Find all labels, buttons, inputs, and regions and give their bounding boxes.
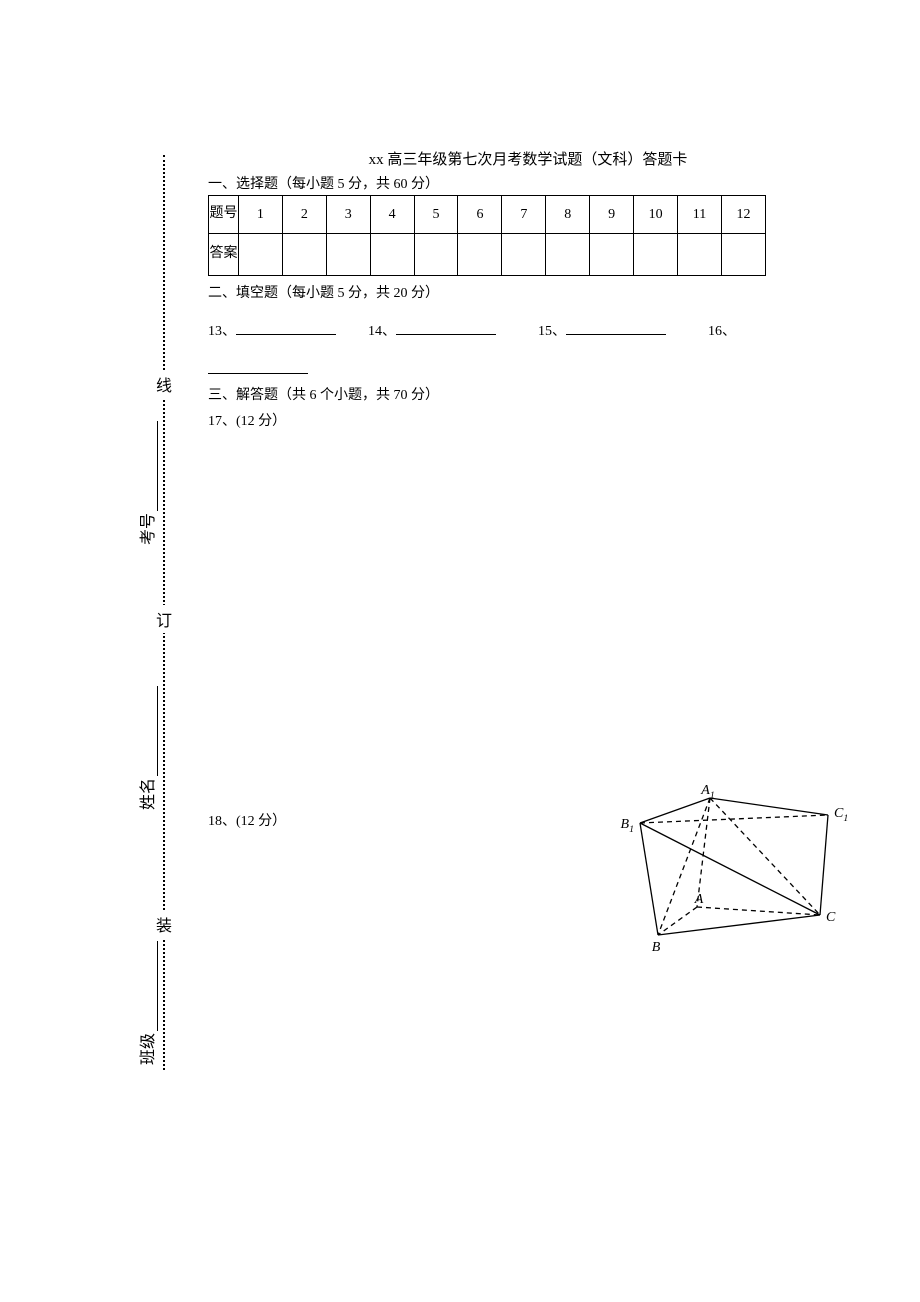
binding-char-ding: 订 <box>156 605 172 633</box>
ans-10[interactable] <box>634 234 678 276</box>
col-3: 3 <box>326 196 370 234</box>
fill-16: 16、 <box>708 320 736 340</box>
table-answer-row: 答案 <box>209 234 766 276</box>
examno-label: 考号 <box>140 513 157 545</box>
examno-blank <box>157 421 158 511</box>
fill-15-blank[interactable] <box>566 321 666 335</box>
page-content: xx 高三年级第七次月考数学试题（文科）答题卡 一、选择题（每小题 5 分，共 … <box>208 148 848 830</box>
examno-field: 考号 <box>134 421 158 545</box>
problem-17-label: 17、(12 分） <box>208 410 848 430</box>
ans-5[interactable] <box>414 234 458 276</box>
fill-16-label: 16、 <box>708 324 736 339</box>
ans-7[interactable] <box>502 234 546 276</box>
prism-svg: A1B1C1ABC <box>620 785 850 955</box>
ans-8[interactable] <box>546 234 590 276</box>
svg-text:C1: C1 <box>834 806 848 824</box>
class-field: 班级 <box>134 941 158 1065</box>
svg-text:B: B <box>652 940 661 955</box>
col-7: 7 <box>502 196 546 234</box>
fill-in-row: 13、 14、 15、 16、 <box>208 320 848 340</box>
fill-14: 14、 <box>368 320 538 340</box>
fill-15-label: 15、 <box>538 324 566 339</box>
ans-2[interactable] <box>282 234 326 276</box>
ans-6[interactable] <box>458 234 502 276</box>
ans-11[interactable] <box>678 234 722 276</box>
col-9: 9 <box>590 196 634 234</box>
name-blank <box>157 686 158 776</box>
row-a-label: 答案 <box>209 234 239 276</box>
fill-14-label: 14、 <box>368 324 396 339</box>
name-label: 姓名 <box>140 778 157 810</box>
binding-char-xian: 线 <box>156 370 172 398</box>
fill-14-blank[interactable] <box>396 321 496 335</box>
section-1-heading: 一、选择题（每小题 5 分，共 60 分） <box>208 173 848 193</box>
name-field: 姓名 <box>134 686 158 810</box>
col-1: 1 <box>238 196 282 234</box>
class-blank <box>157 941 158 1031</box>
binding-column: 班级 姓名 考号 装 订 线 <box>80 155 165 1070</box>
col-4: 4 <box>370 196 414 234</box>
prism-figure: A1B1C1ABC <box>620 785 850 955</box>
ans-1[interactable] <box>238 234 282 276</box>
ans-9[interactable] <box>590 234 634 276</box>
binding-char-zhuang: 装 <box>156 910 172 938</box>
fill-13: 13、 <box>208 320 368 340</box>
ans-3[interactable] <box>326 234 370 276</box>
col-12: 12 <box>721 196 765 234</box>
col-11: 11 <box>678 196 722 234</box>
svg-text:A: A <box>694 892 704 907</box>
fill-13-label: 13、 <box>208 324 236 339</box>
section-2-heading: 二、填空题（每小题 5 分，共 20 分） <box>208 282 848 302</box>
ans-12[interactable] <box>721 234 765 276</box>
answer-table: 题号 1 2 3 4 5 6 7 8 9 10 11 12 答案 <box>208 195 766 276</box>
svg-text:B1: B1 <box>621 817 634 835</box>
fill-15: 15、 <box>538 320 708 340</box>
svg-text:C: C <box>826 910 836 925</box>
col-8: 8 <box>546 196 590 234</box>
col-2: 2 <box>282 196 326 234</box>
col-5: 5 <box>414 196 458 234</box>
fill-13-blank[interactable] <box>236 321 336 335</box>
col-6: 6 <box>458 196 502 234</box>
row-q-label: 题号 <box>209 196 239 234</box>
section-3-heading: 三、解答题（共 6 个小题，共 70 分） <box>208 384 848 404</box>
ans-4[interactable] <box>370 234 414 276</box>
col-10: 10 <box>634 196 678 234</box>
page-title: xx 高三年级第七次月考数学试题（文科）答题卡 <box>208 148 848 169</box>
table-header-row: 题号 1 2 3 4 5 6 7 8 9 10 11 12 <box>209 196 766 234</box>
fill-16-blank[interactable] <box>208 360 308 374</box>
class-label: 班级 <box>140 1033 157 1065</box>
